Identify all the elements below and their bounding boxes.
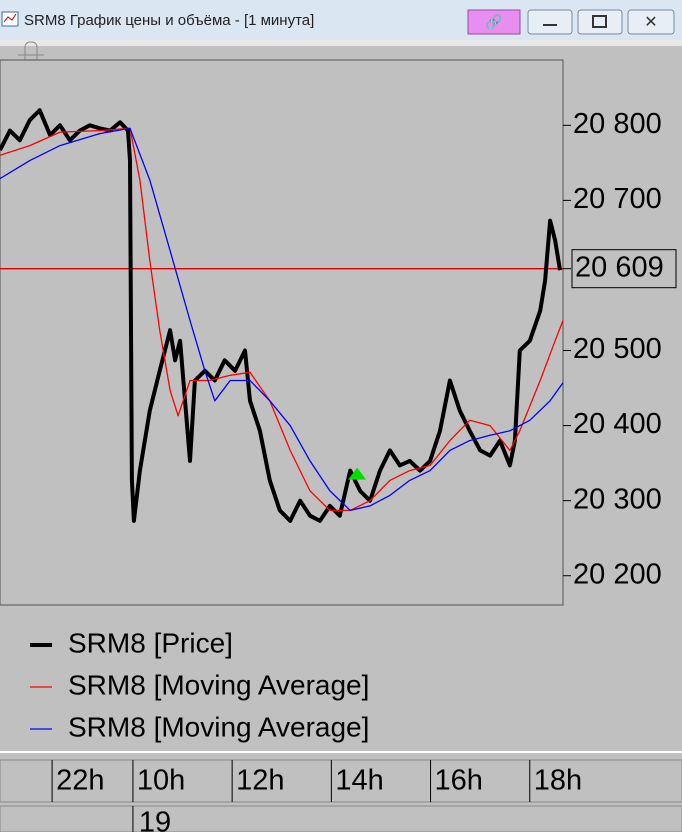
window-title: SRM8 График цены и объёма - [1 минута] — [24, 12, 314, 29]
y-tick-label: 20 300 — [573, 483, 662, 515]
y-tick-label: 20 400 — [573, 408, 662, 440]
link-icon: 🔗 — [485, 13, 503, 31]
y-tick-label: 20 200 — [573, 558, 662, 590]
close-icon: ✕ — [644, 14, 657, 31]
y-tick-label: 20 700 — [573, 183, 662, 215]
x-tick-label: 10h — [137, 765, 185, 797]
x-tick-label: 14h — [335, 765, 383, 797]
x-tick-label: 16h — [435, 765, 483, 797]
restore-icon — [592, 15, 607, 28]
x-tick-label: 22h — [56, 765, 104, 797]
series-line — [0, 127, 564, 512]
x-axis-band — [0, 759, 682, 803]
legend-label: SRM8 [Moving Average] — [68, 711, 369, 742]
restore-button[interactable] — [577, 9, 623, 35]
legend-label: SRM8 [Price] — [68, 627, 233, 658]
current-price-label: 20 609 — [575, 251, 664, 283]
x-tick-label: 18h — [534, 765, 582, 797]
app-icon-line — [3, 13, 17, 23]
plot-area — [0, 59, 564, 606]
x-tick-label: 12h — [236, 765, 284, 797]
link-button[interactable] — [467, 9, 521, 35]
date-band — [0, 805, 682, 832]
minimize-button[interactable] — [527, 9, 573, 35]
toolbar-strip — [0, 40, 682, 46]
series-line — [0, 127, 564, 512]
current-price-box — [571, 249, 677, 289]
date-label: 19 — [139, 807, 171, 832]
y-tick-label: 20 800 — [573, 108, 662, 140]
signal-marker — [348, 467, 367, 480]
y-tick-label: 20 500 — [573, 333, 662, 365]
close-button[interactable] — [627, 9, 675, 35]
legend-label: SRM8 [Moving Average] — [68, 669, 369, 700]
